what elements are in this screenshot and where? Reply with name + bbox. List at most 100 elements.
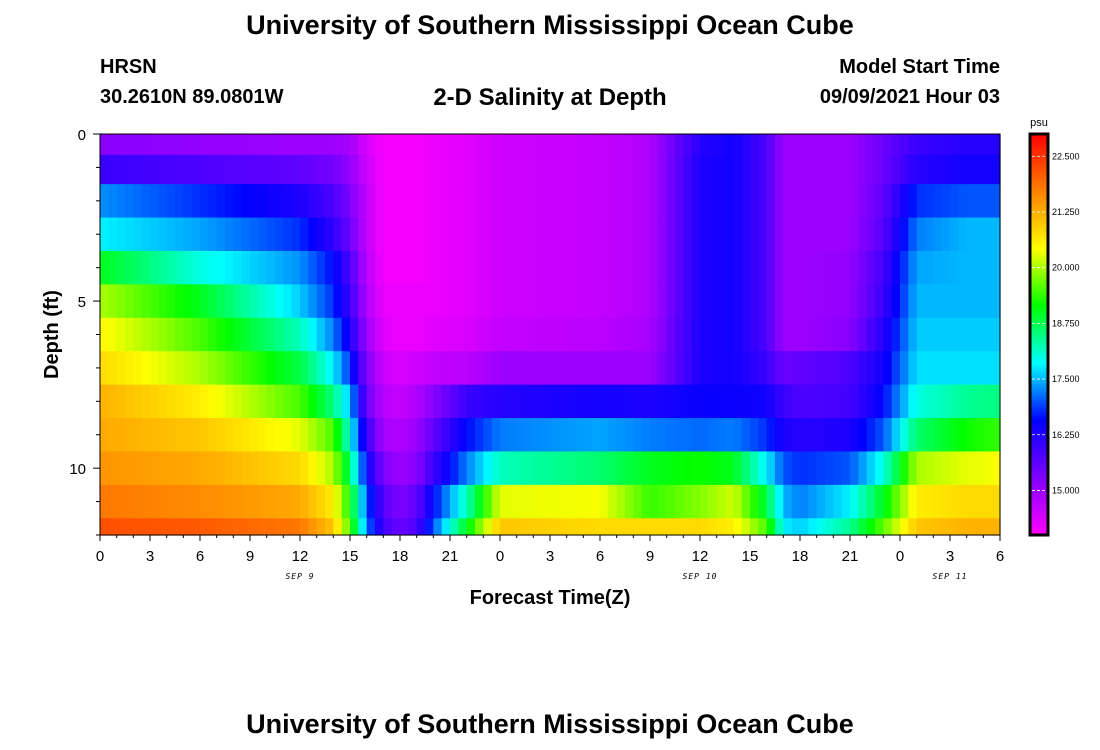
heatmap-cell <box>316 154 326 185</box>
heatmap-cell <box>583 250 593 285</box>
heatmap-cell <box>375 451 384 486</box>
heatmap-cell <box>591 518 601 536</box>
heatmap-cell <box>291 134 301 156</box>
heatmap-cell <box>616 451 626 486</box>
heatmap-cell <box>816 154 826 185</box>
heatmap-cell <box>975 154 984 185</box>
heatmap-cell <box>158 484 168 519</box>
heatmap-cell <box>116 451 126 486</box>
heatmap-cell <box>666 134 676 156</box>
heatmap-cell <box>350 351 359 386</box>
heatmap-cell <box>283 484 293 519</box>
heatmap-cell <box>733 451 743 486</box>
heatmap-cell <box>608 284 618 319</box>
x-tick-label: 6 <box>196 548 204 565</box>
heatmap-cell <box>733 217 743 252</box>
heatmap-cell <box>325 250 334 285</box>
heatmap-cell <box>975 351 984 386</box>
heatmap-cell <box>600 518 609 536</box>
colorbar-gradient <box>1030 134 1048 535</box>
heatmap-cell <box>425 134 434 156</box>
station-name: HRSN <box>100 56 157 78</box>
heatmap-cell <box>283 418 293 453</box>
heatmap-cell <box>383 518 393 536</box>
heatmap-cell <box>525 184 534 219</box>
heatmap-cell <box>333 317 343 352</box>
heatmap-cell <box>616 284 626 319</box>
heatmap-cell <box>766 250 776 285</box>
heatmap-cell <box>958 351 968 386</box>
heatmap-cell <box>575 317 584 352</box>
heatmap-cell <box>183 317 193 352</box>
heatmap-cell <box>900 317 909 352</box>
heatmap-cell <box>441 284 451 319</box>
heatmap-cell <box>591 484 601 519</box>
heatmap-cell <box>583 184 593 219</box>
heatmap-cell <box>150 134 159 156</box>
heatmap-cell <box>691 518 701 536</box>
heatmap-cell <box>866 418 876 453</box>
heatmap-cell <box>708 134 718 156</box>
heatmap-cell <box>991 250 1001 285</box>
heatmap-cell <box>675 250 684 285</box>
heatmap-cell <box>983 154 993 185</box>
heatmap-cell <box>550 250 559 285</box>
heatmap-cell <box>533 418 543 453</box>
heatmap-cell <box>908 250 918 285</box>
heatmap-cell <box>658 284 668 319</box>
heatmap-cell <box>908 317 918 352</box>
heatmap-cell <box>583 418 593 453</box>
heatmap-cell <box>591 134 601 156</box>
heatmap-cell <box>375 384 384 419</box>
heatmap-cell <box>916 284 926 319</box>
heatmap-cell <box>575 184 584 219</box>
heatmap-cell <box>550 484 559 519</box>
heatmap-cell <box>633 451 643 486</box>
heatmap-cell <box>450 451 459 486</box>
heatmap-cell <box>600 184 609 219</box>
heatmap-cell <box>475 351 484 386</box>
heatmap-cell <box>408 284 418 319</box>
model-start-label: Model Start Time <box>839 56 1000 78</box>
heatmap-cell <box>483 154 493 185</box>
heatmap-cell <box>266 351 276 386</box>
heatmap-cell <box>475 518 484 536</box>
heatmap-cell <box>241 418 251 453</box>
heatmap-cell <box>233 484 243 519</box>
heatmap-cell <box>258 154 268 185</box>
heatmap-cell <box>758 351 768 386</box>
heatmap-cell <box>916 250 926 285</box>
heatmap-cell <box>966 418 976 453</box>
heatmap-cell <box>441 484 451 519</box>
heatmap-cell <box>641 250 651 285</box>
heatmap-cell <box>608 217 618 252</box>
heatmap-cell <box>741 484 751 519</box>
heatmap-cell <box>750 217 759 252</box>
heatmap-cell <box>150 250 159 285</box>
heatmap-cell <box>550 518 559 536</box>
heatmap-cell <box>858 518 868 536</box>
x-axis-label: Forecast Time(Z) <box>470 587 631 609</box>
heatmap-cell <box>333 384 343 419</box>
heatmap-cell <box>391 154 401 185</box>
heatmap-cell <box>908 284 918 319</box>
heatmap-cell <box>683 418 693 453</box>
heatmap-cell <box>458 484 468 519</box>
heatmap-cell <box>516 451 526 486</box>
heatmap-cell <box>633 217 643 252</box>
heatmap-cell <box>775 518 784 536</box>
heatmap-cell <box>191 250 201 285</box>
heatmap-cell <box>541 284 551 319</box>
heatmap-cell <box>425 484 434 519</box>
x-tick-label: 3 <box>546 548 554 565</box>
x-tick-label: 21 <box>842 548 859 565</box>
heatmap-cell <box>758 284 768 319</box>
heatmap-cell <box>650 484 659 519</box>
heatmap-cell <box>600 384 609 419</box>
heatmap-cell <box>641 134 651 156</box>
heatmap-cell <box>616 134 626 156</box>
heatmap-cell <box>766 154 776 185</box>
heatmap-cell <box>991 184 1001 219</box>
heatmap-cell <box>925 134 934 156</box>
heatmap-cell <box>225 154 234 185</box>
